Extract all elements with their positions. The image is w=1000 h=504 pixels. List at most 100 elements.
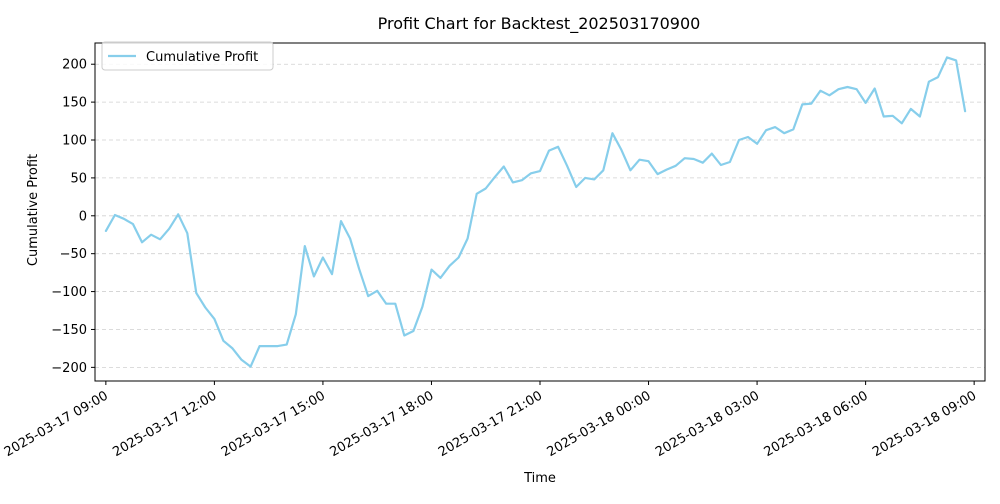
data-point: [177, 213, 179, 215]
data-point: [584, 177, 586, 179]
data-point: [449, 265, 451, 267]
data-point: [602, 169, 604, 171]
data-point: [250, 366, 252, 368]
x-tick-label: 2025-03-18 03:00: [653, 388, 762, 460]
y-tick-label: −200: [51, 361, 87, 376]
data-point: [439, 277, 442, 279]
data-point: [856, 88, 858, 90]
data-point: [304, 245, 306, 247]
data-point: [810, 103, 812, 105]
data-point: [693, 158, 695, 160]
data-point: [222, 340, 224, 342]
data-point: [313, 275, 315, 277]
data-point: [539, 170, 541, 172]
data-point: [792, 128, 794, 130]
data-point: [331, 273, 333, 275]
data-point: [783, 132, 785, 134]
legend-box: [101, 41, 274, 71]
data-point: [394, 303, 396, 305]
y-tick-label: −50: [60, 247, 87, 262]
data-point: [195, 292, 197, 294]
data-point: [168, 228, 170, 230]
data-point: [711, 153, 713, 155]
data-point: [268, 345, 270, 347]
data-point: [620, 149, 623, 151]
data-point: [213, 318, 215, 320]
data-point: [159, 238, 161, 240]
data-point: [476, 193, 478, 195]
series-layer: [104, 56, 967, 368]
data-point: [756, 143, 758, 145]
data-point: [647, 160, 650, 162]
data-point: [575, 186, 577, 188]
data-point: [421, 306, 423, 308]
data-point: [186, 232, 188, 234]
data-point: [385, 303, 387, 305]
data-point: [919, 115, 921, 118]
data-point: [837, 88, 840, 90]
y-tick-label: −150: [51, 323, 87, 338]
x-axis: 2025-03-17 09:00 2025-03-17 12:00 2025-03-…: [2, 381, 979, 460]
data-point: [738, 139, 740, 141]
data-point: [376, 290, 378, 292]
data-point: [801, 103, 803, 105]
data-point: [322, 256, 324, 259]
data-point: [629, 169, 632, 171]
data-point: [141, 241, 143, 243]
data-point: [295, 313, 297, 315]
x-tick-label: 2025-03-18 06:00: [762, 388, 871, 460]
series-line-cumulative-profit: [104, 56, 967, 368]
data-point: [286, 344, 288, 346]
y-tick-label: 150: [62, 96, 87, 111]
chart-title: Profit Chart for Backtest_202503170900: [378, 14, 701, 34]
x-tick-label: 2025-03-17 15:00: [219, 388, 328, 460]
data-point: [819, 90, 822, 92]
x-tick-label: 2025-03-18 09:00: [870, 388, 979, 460]
data-point: [666, 169, 668, 171]
data-point: [955, 59, 957, 62]
data-point: [530, 172, 532, 174]
data-point: [611, 132, 614, 134]
y-axis-label: Cumulative Profit: [26, 154, 41, 266]
data-point: [412, 330, 414, 332]
legend: Cumulative Profit: [101, 41, 274, 71]
data-point: [901, 122, 903, 124]
data-point: [123, 218, 125, 220]
data-point: [910, 108, 912, 110]
data-point: [883, 115, 885, 118]
data-point: [892, 115, 894, 117]
data-point: [349, 237, 351, 240]
x-axis-label: Time: [523, 471, 556, 486]
data-point: [132, 223, 134, 225]
data-point: [340, 220, 342, 222]
data-point: [512, 181, 514, 183]
data-point: [204, 306, 206, 309]
y-tick-label: 50: [70, 171, 87, 186]
gridlines: [95, 63, 985, 368]
data-point: [367, 295, 369, 297]
data-point: [240, 359, 243, 361]
data-point: [684, 157, 686, 159]
y-tick-label: −100: [51, 285, 87, 300]
data-point: [846, 86, 849, 88]
data-point: [928, 81, 930, 83]
data-point: [937, 76, 939, 78]
y-tick-label: 100: [62, 134, 87, 149]
data-point: [729, 161, 731, 163]
data-point: [358, 268, 360, 270]
data-point: [765, 129, 767, 131]
data-point: [874, 87, 876, 90]
data-point: [467, 237, 469, 240]
data-point: [259, 345, 261, 347]
y-tick-label: 0: [79, 209, 87, 224]
data-point: [430, 269, 433, 271]
data-point: [105, 230, 107, 232]
x-tick-label: 2025-03-17 09:00: [2, 388, 111, 460]
data-point: [774, 126, 776, 128]
x-tick-label: 2025-03-17 21:00: [436, 388, 545, 460]
data-point: [657, 173, 659, 175]
data-point: [485, 187, 487, 190]
data-point: [403, 334, 405, 337]
data-point: [675, 165, 677, 167]
data-point: [747, 136, 749, 138]
